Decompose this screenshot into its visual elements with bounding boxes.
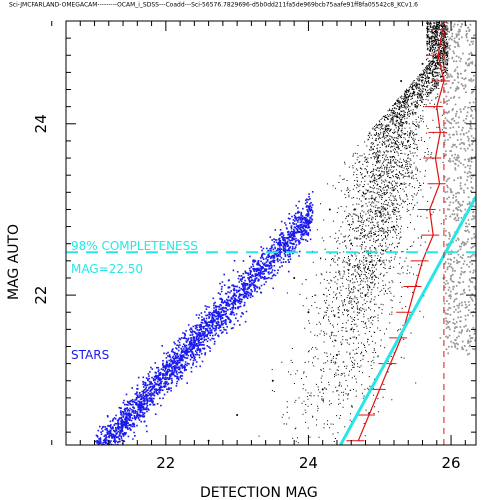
data-point	[236, 285, 239, 288]
header-text: Sci-JMCFARLAND-OMEGACAM---------OCAM_i_S…	[9, 2, 418, 9]
mag-label: MAG=22.50	[71, 262, 143, 276]
stars-label: STARS	[71, 348, 109, 362]
data-point	[450, 97, 453, 100]
data-point	[446, 268, 449, 271]
data-point	[364, 294, 367, 297]
data-point	[393, 225, 395, 228]
data-point	[193, 336, 196, 339]
data-point	[335, 354, 338, 357]
y-tick-label: 24	[32, 114, 50, 133]
data-point	[464, 208, 467, 211]
ticks-layer: 22 24 26 22 24	[32, 20, 476, 472]
data-point	[457, 311, 460, 314]
star-points	[94, 191, 314, 445]
data-point	[350, 242, 353, 245]
x-tick-label: 24	[299, 454, 318, 472]
data-point	[321, 388, 324, 391]
data-point	[278, 234, 281, 237]
data-point	[271, 379, 274, 382]
y-axis-label: MAG AUTO	[6, 224, 22, 300]
data-point	[150, 388, 153, 391]
grey-points	[443, 21, 476, 356]
plot-area: 22 24 26 22 24	[32, 20, 477, 472]
data-point	[300, 212, 303, 215]
data-point	[236, 414, 239, 417]
data-point	[214, 311, 217, 314]
data-point	[407, 139, 410, 142]
data-point	[328, 208, 331, 211]
data-point	[350, 328, 353, 331]
annotations: 98% COMPLETENESS MAG=22.50 STARS	[71, 239, 198, 362]
lines-layer	[66, 21, 476, 445]
data-point	[307, 311, 310, 314]
plot-frame	[65, 20, 477, 446]
data-point	[467, 62, 470, 65]
data-point	[378, 259, 381, 262]
x-tick-label: 26	[441, 454, 460, 472]
y-tick-label: 22	[32, 286, 50, 305]
cyan-fit-line	[339, 195, 476, 445]
x-tick-label: 22	[156, 454, 175, 472]
data-point	[378, 174, 381, 177]
completeness-label: 98% COMPLETENESS	[71, 239, 198, 253]
data-point	[400, 79, 403, 82]
data-point	[421, 62, 424, 65]
data-point	[428, 37, 431, 40]
points-layer	[94, 21, 476, 445]
data-point	[460, 242, 463, 245]
x-axis-label: DETECTION MAG	[200, 485, 318, 500]
data-point	[257, 259, 260, 262]
data-point	[171, 362, 174, 365]
data-point	[129, 414, 132, 417]
data-point	[450, 191, 453, 194]
data-point	[414, 105, 417, 108]
data-point	[439, 336, 442, 339]
data-point	[457, 157, 460, 160]
data-point	[293, 276, 296, 279]
data-point	[400, 182, 403, 185]
galaxy-points	[258, 21, 449, 444]
